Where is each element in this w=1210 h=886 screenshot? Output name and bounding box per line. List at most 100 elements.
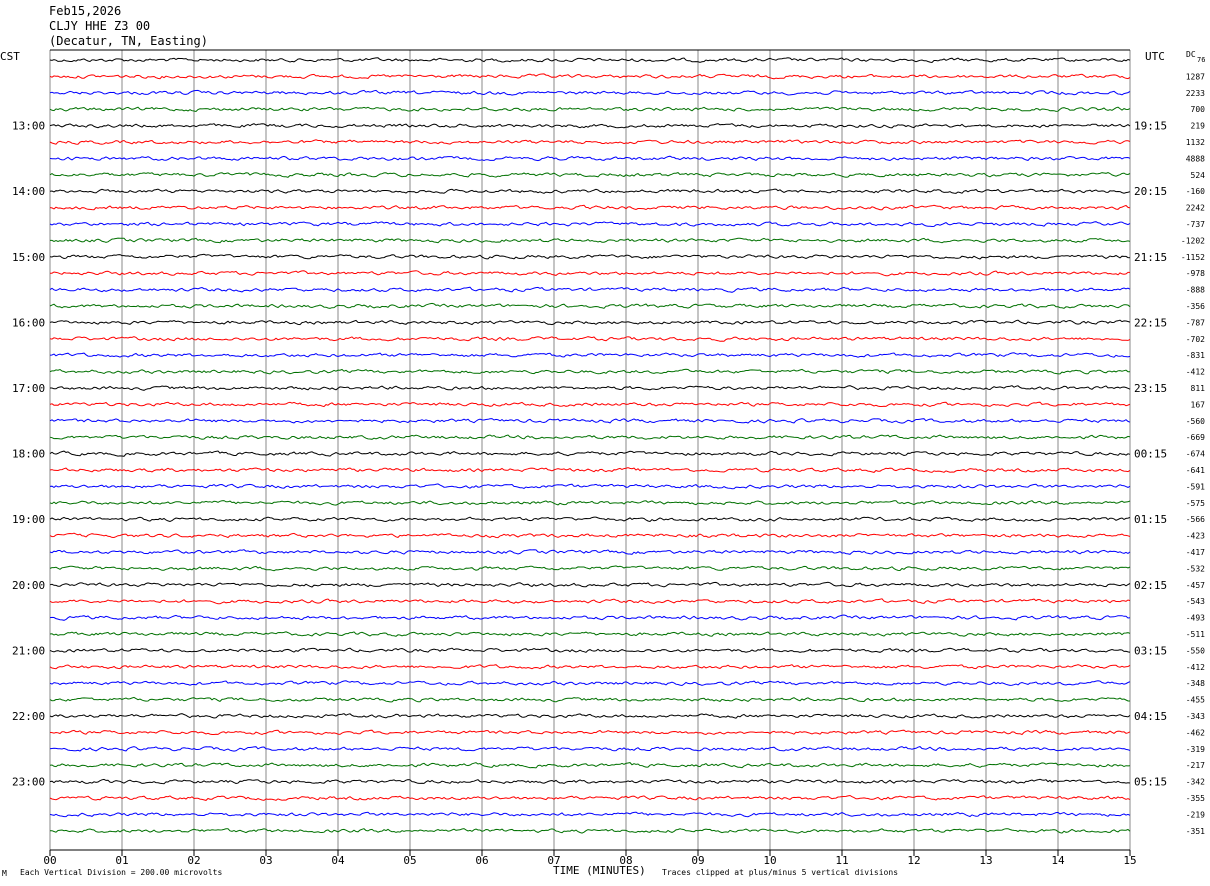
seismic-trace	[49, 73, 1131, 80]
dc-offset-value: -591	[1186, 482, 1205, 491]
utc-hour-label: 21:15	[1134, 251, 1167, 264]
x-tick-label: 04	[331, 854, 345, 867]
seismic-trace	[49, 401, 1131, 408]
minute-gridlines	[49, 49, 1131, 850]
seismic-trace	[49, 155, 1131, 162]
dc-offset-value: -831	[1186, 351, 1205, 360]
seismic-trace	[49, 467, 1131, 473]
x-tick-label: 14	[1051, 854, 1065, 867]
seismic-trace	[49, 221, 1131, 228]
dc-offset-value: 1287	[1186, 72, 1205, 81]
seismic-traces	[49, 57, 1131, 834]
dc-offset-value: -543	[1186, 597, 1205, 606]
x-tick-label: 01	[115, 854, 128, 867]
dc-offset-value: -219	[1186, 810, 1205, 819]
dc-offset-value: -1202	[1181, 236, 1205, 245]
utc-hour-label: 20:15	[1134, 185, 1167, 198]
dc-offset-value: -343	[1186, 712, 1205, 721]
seismic-trace	[49, 286, 1131, 293]
dc-first-value: 76	[1197, 56, 1205, 64]
dc-offset-value: 219	[1191, 122, 1206, 131]
seismic-trace	[49, 204, 1131, 211]
dc-offset-value: -342	[1186, 778, 1205, 787]
utc-hour-label: 01:15	[1134, 513, 1167, 526]
x-tick-label: 00	[43, 854, 56, 867]
dc-offset-value: -1152	[1181, 253, 1205, 262]
x-tick-label: 09	[691, 854, 704, 867]
dc-offset-value: -978	[1186, 269, 1205, 278]
dc-offset-value: -560	[1186, 417, 1205, 426]
dc-offset-value: -787	[1186, 318, 1205, 327]
seismic-trace	[49, 664, 1131, 670]
dc-offset-value: 167	[1191, 400, 1206, 409]
cst-label: CST	[0, 50, 20, 63]
dc-offset-value: -160	[1186, 187, 1205, 196]
cst-hour-label: 22:00	[12, 710, 45, 723]
seismic-trace	[49, 532, 1131, 539]
cst-hour-label: 23:00	[12, 776, 45, 789]
cst-hour-label: 14:00	[12, 185, 45, 198]
x-tick-label: 03	[259, 854, 272, 867]
x-tick-label: 08	[619, 854, 632, 867]
dc-offset-value: -417	[1186, 548, 1205, 557]
station-location: (Decatur, TN, Easting)	[49, 34, 208, 48]
dc-offset-value: -356	[1186, 302, 1205, 311]
dc-offset-value: 2242	[1186, 204, 1205, 213]
seismic-trace	[49, 729, 1131, 736]
seismic-trace	[49, 89, 1131, 96]
seismic-trace	[50, 270, 1130, 277]
dc-offset-value: -412	[1186, 368, 1205, 377]
dc-offset-value: -455	[1186, 696, 1205, 705]
dc-label: DC	[1186, 50, 1196, 59]
seismic-trace	[49, 828, 1131, 834]
station-code: CLJY HHE Z3 00	[49, 19, 151, 33]
utc-hour-label: 04:15	[1134, 710, 1167, 723]
seismic-trace	[49, 418, 1131, 424]
seismic-trace	[49, 434, 1131, 440]
dc-offset-value: -511	[1186, 630, 1205, 639]
seismic-trace	[49, 746, 1131, 752]
seismic-trace	[49, 188, 1131, 194]
dc-offset-value: -351	[1186, 827, 1205, 836]
cst-hour-label: 20:00	[12, 579, 45, 592]
utc-label: UTC	[1145, 50, 1165, 63]
dc-offset-value: -462	[1186, 728, 1205, 737]
cst-hour-label: 16:00	[12, 316, 45, 329]
seismic-trace	[50, 237, 1131, 244]
seismic-trace	[49, 647, 1131, 653]
x-tick-label: 02	[187, 854, 200, 867]
dc-offset-value: -532	[1186, 564, 1205, 573]
seismic-trace	[49, 631, 1131, 637]
dc-offset-value: 2233	[1186, 89, 1205, 98]
x-tick-label: 15	[1123, 854, 1136, 867]
dc-offset-value: 524	[1191, 171, 1206, 180]
x-tick-label: 11	[835, 854, 848, 867]
dc-offset-value: 700	[1191, 105, 1206, 114]
dc-offset-value: -423	[1186, 532, 1205, 541]
footer-mark: M	[2, 869, 7, 878]
x-axis-title: TIME (MINUTES)	[553, 864, 646, 877]
utc-hour-label: 03:15	[1134, 644, 1167, 657]
seismic-trace	[49, 794, 1131, 801]
plot-date: Feb15,2026	[49, 4, 122, 18]
seismic-trace	[49, 450, 1131, 457]
seismic-trace	[49, 516, 1131, 523]
utc-hour-label: 05:15	[1134, 776, 1167, 789]
x-tick-label: 06	[475, 854, 488, 867]
cst-hour-label: 13:00	[12, 120, 45, 133]
seismic-trace	[49, 811, 1131, 818]
dc-offset-value: -702	[1186, 335, 1205, 344]
cst-hour-label: 21:00	[12, 644, 45, 657]
time-axis: 00 01 02 03 04 05 06 07 08 09 10 11 12 13 14 15	[43, 849, 1137, 867]
dc-offset-value: -641	[1186, 466, 1205, 475]
dc-offset-value: -348	[1186, 679, 1205, 688]
dc-offset-value: -217	[1186, 761, 1205, 770]
dc-offset-value: 4888	[1186, 154, 1205, 163]
cst-hour-label: 17:00	[12, 382, 45, 395]
dc-offset-value: 811	[1191, 384, 1206, 393]
seismic-trace	[49, 302, 1131, 309]
hour-labels: 13:00 14:00 15:00 16:00 17:00 18:00 19:00 20:00…	[12, 72, 1205, 835]
seismic-trace	[49, 483, 1131, 490]
dc-offset-value: -412	[1186, 663, 1205, 672]
